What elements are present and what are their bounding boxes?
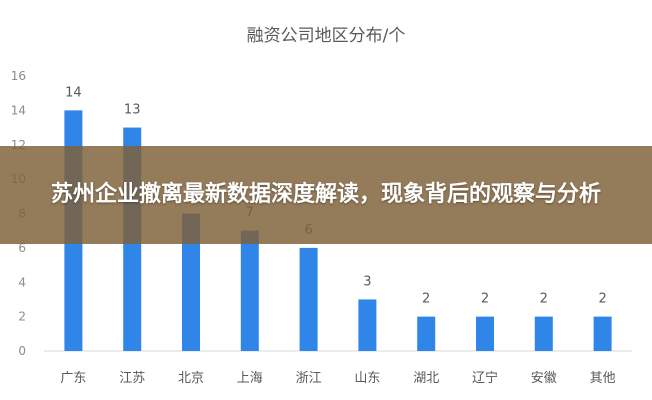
bar — [299, 247, 318, 351]
y-tick-label: 4 — [18, 275, 26, 289]
x-tick-label: 湖北 — [413, 371, 439, 386]
x-tick-label: 江苏 — [119, 370, 145, 386]
y-tick-label: 14 — [11, 103, 26, 117]
chart-title: 融资公司地区分布/个 — [247, 26, 406, 46]
data-label: 2 — [481, 292, 489, 307]
bar — [240, 230, 259, 351]
y-tick-label: 6 — [18, 241, 26, 255]
x-tick-label: 北京 — [178, 371, 204, 386]
x-tick-label: 辽宁 — [472, 370, 498, 386]
data-label: 2 — [422, 292, 430, 307]
x-axis: 广东 江苏 北京 上海 浙江 山东 湖北 辽宁 安徽 其他 — [60, 370, 615, 386]
x-tick-label: 浙江 — [296, 371, 322, 386]
bar — [358, 299, 377, 351]
data-label: 3 — [363, 274, 371, 289]
data-label: 2 — [540, 292, 548, 307]
bar — [476, 316, 494, 351]
data-label: 14 — [65, 85, 82, 100]
y-tick-label: 16 — [11, 69, 26, 83]
x-tick-label: 山东 — [354, 371, 380, 386]
x-tick-label: 广东 — [60, 371, 86, 386]
y-tick-label: 0 — [18, 344, 26, 358]
bar — [417, 316, 436, 351]
x-tick-label: 安徽 — [531, 371, 557, 386]
data-label: 2 — [598, 292, 606, 307]
x-tick-label: 上海 — [237, 371, 263, 386]
headline-text: 苏州企业撤离最新数据深度解读，现象背后的观察与分析 — [50, 182, 601, 207]
bar — [182, 213, 200, 351]
y-tick-label: 2 — [18, 310, 26, 324]
bar — [593, 316, 612, 351]
x-tick-label: 其他 — [590, 371, 616, 386]
data-label: 13 — [124, 103, 141, 118]
data-labels: 141387632222 — [65, 85, 607, 306]
bar — [534, 316, 553, 351]
headline-banner: 苏州企业撤离最新数据深度解读，现象背后的观察与分析 — [0, 146, 652, 244]
